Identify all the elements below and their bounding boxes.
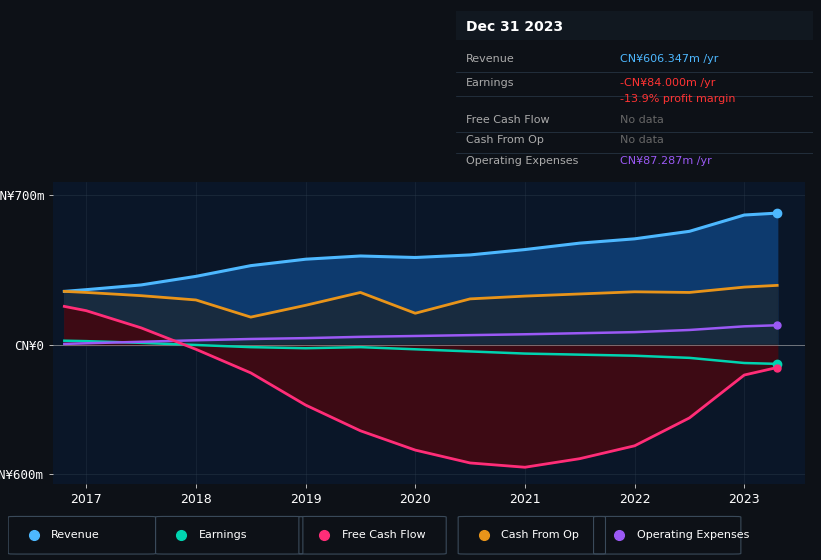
Text: Free Cash Flow: Free Cash Flow [466, 115, 550, 125]
Text: No data: No data [620, 136, 664, 146]
Text: Operating Expenses: Operating Expenses [636, 530, 749, 540]
Text: Revenue: Revenue [466, 54, 515, 64]
Text: Operating Expenses: Operating Expenses [466, 156, 579, 166]
Text: Revenue: Revenue [51, 530, 100, 540]
Text: Cash From Op: Cash From Op [466, 136, 544, 146]
Text: No data: No data [620, 115, 664, 125]
Text: Dec 31 2023: Dec 31 2023 [466, 20, 563, 34]
Text: -13.9% profit margin: -13.9% profit margin [620, 94, 736, 104]
Text: CN¥606.347m /yr: CN¥606.347m /yr [620, 54, 718, 64]
Text: Earnings: Earnings [199, 530, 247, 540]
Text: Free Cash Flow: Free Cash Flow [342, 530, 425, 540]
Text: -CN¥84.000m /yr: -CN¥84.000m /yr [620, 78, 715, 88]
Text: Cash From Op: Cash From Op [501, 530, 579, 540]
FancyBboxPatch shape [456, 11, 813, 40]
Text: Earnings: Earnings [466, 78, 515, 88]
Text: CN¥87.287m /yr: CN¥87.287m /yr [620, 156, 712, 166]
